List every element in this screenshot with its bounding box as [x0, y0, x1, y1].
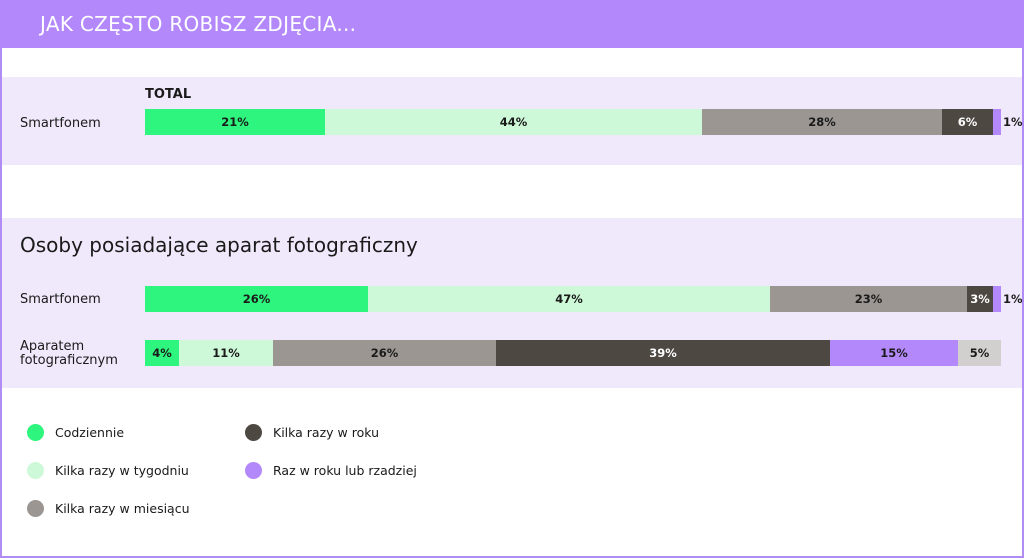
legend-item-rok: Kilka razy w roku [245, 424, 379, 441]
chart-title: JAK CZĘSTO ROBISZ ZDJĘCIA... [40, 12, 356, 36]
bar-segment-tydzien: 11% [179, 340, 273, 366]
row-label-total-smartfonem: Smartfonem [20, 117, 101, 131]
bar-segment-codziennie: 4% [145, 340, 179, 366]
row-label-owners-aparatem: Aparatem fotograficznym [20, 340, 140, 368]
legend-item-miesiac: Kilka razy w miesiącu [27, 500, 190, 517]
stacked-bar-owners-aparatem: 4% 11% 26% 39% 15% 5% [145, 340, 1001, 366]
legend-label: Kilka razy w tygodniu [55, 463, 189, 478]
bar-segment-rzadziej-light: 5% [958, 340, 1001, 366]
bar-segment-rok: 39% [496, 340, 830, 366]
stacked-bar-owners-smartfonem: 26% 47% 23% 3% [145, 286, 1001, 312]
bar-segment-rzadziej [993, 109, 1001, 135]
group-title-total: TOTAL [145, 87, 191, 102]
legend-swatch-tydzien [27, 462, 44, 479]
legend-label: Raz w roku lub rzadziej [273, 463, 417, 478]
bar-segment-rok: 3% [967, 286, 993, 312]
bar-segment-tydzien: 44% [325, 109, 702, 135]
bar-segment-rok: 6% [942, 109, 993, 135]
data-label-outside: 1% [1003, 292, 1023, 306]
bar-segment-miesiac: 26% [273, 340, 496, 366]
bar-segment-tydzien: 47% [368, 286, 770, 312]
bar-segment-codziennie: 21% [145, 109, 325, 135]
legend-swatch-codziennie [27, 424, 44, 441]
group-title-owners: Osoby posiadające aparat fotograficzny [20, 233, 418, 257]
legend-swatch-rok [245, 424, 262, 441]
legend-item-rzadziej: Raz w roku lub rzadziej [245, 462, 417, 479]
header-bar: JAK CZĘSTO ROBISZ ZDJĘCIA... [0, 0, 1024, 48]
legend-swatch-miesiac [27, 500, 44, 517]
bar-segment-rzadziej [993, 286, 1001, 312]
legend-swatch-rzadziej [245, 462, 262, 479]
legend-label: Codziennie [55, 425, 124, 440]
bar-segment-miesiac: 23% [770, 286, 967, 312]
stacked-bar-total-smartfonem: 21% 44% 28% 6% [145, 109, 1001, 135]
legend-label: Kilka razy w miesiącu [55, 501, 190, 516]
data-label-outside: 1% [1003, 115, 1023, 129]
bar-segment-codziennie: 26% [145, 286, 368, 312]
legend-label: Kilka razy w roku [273, 425, 379, 440]
row-label-owners-smartfonem: Smartfonem [20, 293, 101, 307]
bar-segment-rzadziej: 15% [830, 340, 958, 366]
bar-segment-miesiac: 28% [702, 109, 942, 135]
legend-item-tydzien: Kilka razy w tygodniu [27, 462, 189, 479]
legend-item-codziennie: Codziennie [27, 424, 124, 441]
